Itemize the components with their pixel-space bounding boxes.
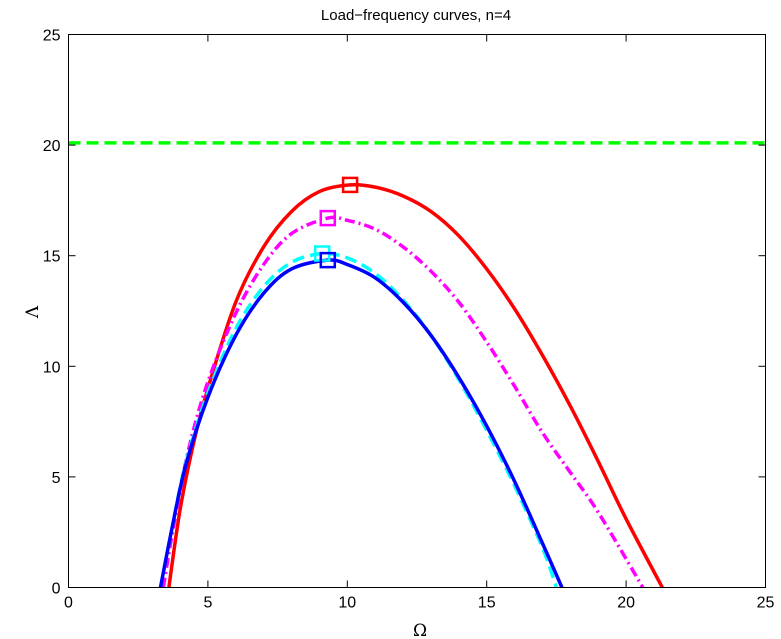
- series-marker-3: [319, 251, 337, 269]
- chart-title: Load−frequency curves, n=4: [321, 7, 511, 24]
- series-line-1: [161, 215, 645, 589]
- series-marker-1: [319, 209, 337, 227]
- x-axis-ticks: 0 5 10 15 20 25: [64, 34, 775, 612]
- x-tick-label: 5: [203, 595, 212, 612]
- x-tick-label: 0: [64, 595, 73, 612]
- x-axis-label: Ω: [413, 621, 427, 639]
- y-tick-label: 20: [43, 138, 61, 155]
- y-tick-label: 25: [43, 28, 61, 45]
- plot-markers: [313, 176, 359, 269]
- plot-frame: [68, 34, 766, 588]
- plot-lines: [68, 141, 766, 589]
- series-marker-0: [341, 176, 359, 194]
- y-axis-ticks: 0 5 10 15 20 25: [43, 28, 766, 598]
- series-line-3: [158, 258, 564, 589]
- y-axis-label: Λ: [23, 305, 43, 319]
- x-tick-label: 15: [478, 595, 496, 612]
- y-tick-label: 5: [52, 470, 61, 487]
- x-tick-label: 10: [338, 595, 356, 612]
- y-tick-label: 15: [43, 249, 61, 266]
- y-tick-label: 10: [43, 359, 61, 376]
- x-tick-label: 25: [757, 595, 775, 612]
- y-tick-label: 0: [52, 581, 61, 598]
- x-tick-label: 20: [617, 595, 635, 612]
